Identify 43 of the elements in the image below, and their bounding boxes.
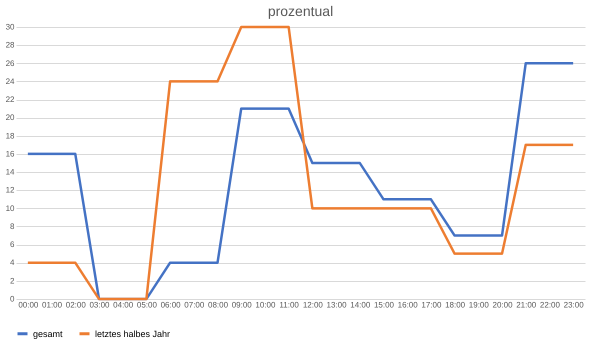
y-tick-label: 22 [6, 95, 16, 104]
x-tick-label: 06:00 [160, 300, 182, 310]
x-tick-label: 13:00 [326, 300, 348, 310]
legend-label: letztes halbes Jahr [95, 328, 170, 339]
x-tick-label: 19:00 [468, 300, 490, 310]
x-tick-label: 02:00 [66, 300, 86, 310]
y-tick-label: 0 [10, 294, 16, 304]
y-tick-label: 14 [6, 168, 16, 177]
x-tick-label: 00:00 [18, 300, 39, 310]
y-tick-label: 2 [10, 276, 16, 286]
x-tick-label: 08:00 [208, 300, 229, 310]
x-tick-label: 07:00 [184, 300, 205, 310]
y-tick-label: 10 [6, 204, 16, 213]
x-tick-label: 12:00 [302, 300, 324, 310]
x-tick-label: 09:00 [232, 300, 252, 310]
x-tick-label: 17:00 [421, 300, 442, 310]
x-tick-label: 03:00 [89, 300, 110, 310]
y-tick-label: 30 [6, 22, 16, 32]
x-tick-label: 05:00 [136, 300, 158, 310]
y-tick-label: 8 [10, 222, 16, 231]
x-tick-label: 16:00 [398, 300, 418, 310]
x-tick-label: 04:00 [113, 300, 134, 310]
x-tick-label: 18:00 [445, 300, 466, 310]
y-tick-label: 24 [6, 76, 16, 86]
chart-title: prozentual [268, 3, 334, 19]
y-tick-label: 6 [10, 240, 16, 250]
y-tick-label: 18 [6, 131, 16, 140]
x-tick-label: 20:00 [492, 300, 514, 310]
y-tick-label: 16 [6, 149, 16, 158]
y-tick-label: 12 [6, 186, 16, 195]
y-tick-label: 28 [6, 40, 16, 50]
x-tick-label: 22:00 [540, 300, 560, 310]
x-tick-label: 10:00 [255, 300, 276, 310]
x-tick-label: 15:00 [374, 300, 395, 310]
x-tick-label: 14:00 [350, 300, 371, 310]
legend-label: gesamt [33, 328, 64, 339]
x-tick-label: 01:00 [42, 300, 63, 310]
y-tick-label: 26 [6, 58, 16, 68]
y-tick-label: 4 [10, 258, 16, 268]
x-tick-label: 11:00 [279, 300, 300, 310]
y-tick-label: 20 [6, 113, 16, 122]
x-tick-label: 21:00 [516, 300, 537, 310]
x-tick-label: 23:00 [564, 300, 584, 310]
